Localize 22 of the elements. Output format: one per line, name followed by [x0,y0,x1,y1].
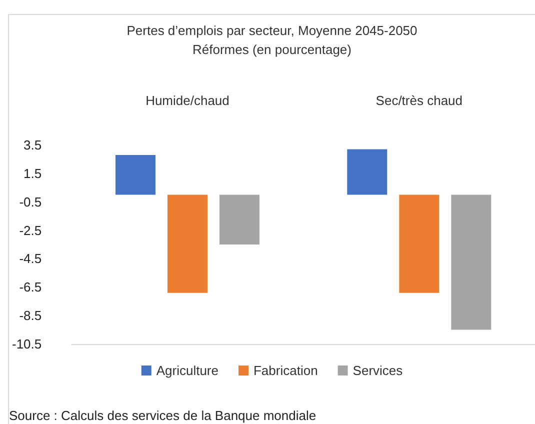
legend-label: Fabrication [253,363,318,378]
chart-subtitle: Réformes (en pourcentage) [192,42,352,57]
bar [347,149,388,195]
y-tick-label: -4.5 [19,251,42,266]
y-tick-label: -2.5 [19,222,42,238]
bar [399,194,440,293]
legend-label: Agriculture [156,363,218,378]
y-tick-label: -0.5 [19,194,42,210]
y-tick-label: -10.5 [12,336,42,352]
y-tick-label: -8.5 [19,308,42,324]
source-note: Source : Calculs des services de la Banque mondiale [9,408,316,423]
bar [167,194,208,293]
x-tick-label: Sec/très chaud [376,93,463,108]
y-tick-label: 3.5 [24,138,42,152]
chart-title: Pertes d’emplois par secteur, Moyenne 2045-2050 [126,23,418,38]
bar [451,194,492,330]
x-tick-label: Humide/chaud [146,93,230,108]
bar [219,194,260,244]
y-tick-label: -6.5 [19,280,42,295]
y-tick-label: 1.5 [24,166,42,181]
bar [115,154,156,195]
legend-label: Services [352,363,404,378]
